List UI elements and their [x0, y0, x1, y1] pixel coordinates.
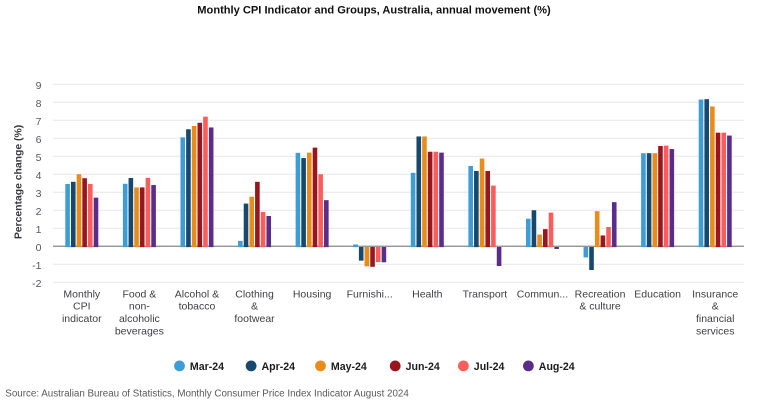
svg-text:7: 7	[36, 116, 42, 128]
svg-text:Jul-24: Jul-24	[474, 361, 505, 373]
svg-text:6: 6	[36, 134, 42, 146]
svg-text:-2: -2	[32, 278, 41, 290]
svg-text:4: 4	[36, 170, 42, 182]
svg-text:Monthly CPI Indicator and Grou: Monthly CPI Indicator and Groups, Austra…	[197, 4, 551, 16]
svg-text:8: 8	[36, 98, 42, 110]
svg-text:Health: Health	[412, 288, 443, 300]
svg-text:3: 3	[36, 188, 42, 200]
svg-text:Commun...: Commun...	[517, 288, 568, 300]
svg-text:Clothing&footwear: Clothing & footwear	[234, 288, 275, 325]
svg-text:Aug-24: Aug-24	[539, 361, 575, 373]
svg-text:Apr-24: Apr-24	[262, 361, 296, 373]
svg-text:Alcohol &tobacco: Alcohol & tobacco	[175, 288, 219, 312]
svg-text:5: 5	[36, 152, 42, 164]
svg-text:-1: -1	[32, 260, 41, 272]
svg-text:Jun-24: Jun-24	[406, 361, 440, 373]
svg-text:Education: Education	[634, 288, 681, 300]
svg-text:Transport: Transport	[463, 288, 508, 300]
svg-text:Mar-24: Mar-24	[190, 361, 224, 373]
svg-text:1: 1	[36, 224, 42, 236]
svg-text:Source: Australian Bureau of S: Source: Australian Bureau of Statistics,…	[5, 388, 409, 399]
svg-text:May-24: May-24	[331, 361, 367, 373]
svg-text:2: 2	[36, 206, 42, 218]
svg-text:Housing: Housing	[293, 288, 332, 300]
svg-text:Percentage change (%): Percentage change (%)	[14, 125, 25, 239]
svg-text:Furnishi...: Furnishi...	[347, 288, 393, 300]
svg-text:0: 0	[36, 242, 42, 254]
svg-text:Recreation& culture: Recreation & culture	[575, 288, 626, 312]
svg-text:9: 9	[36, 80, 42, 92]
